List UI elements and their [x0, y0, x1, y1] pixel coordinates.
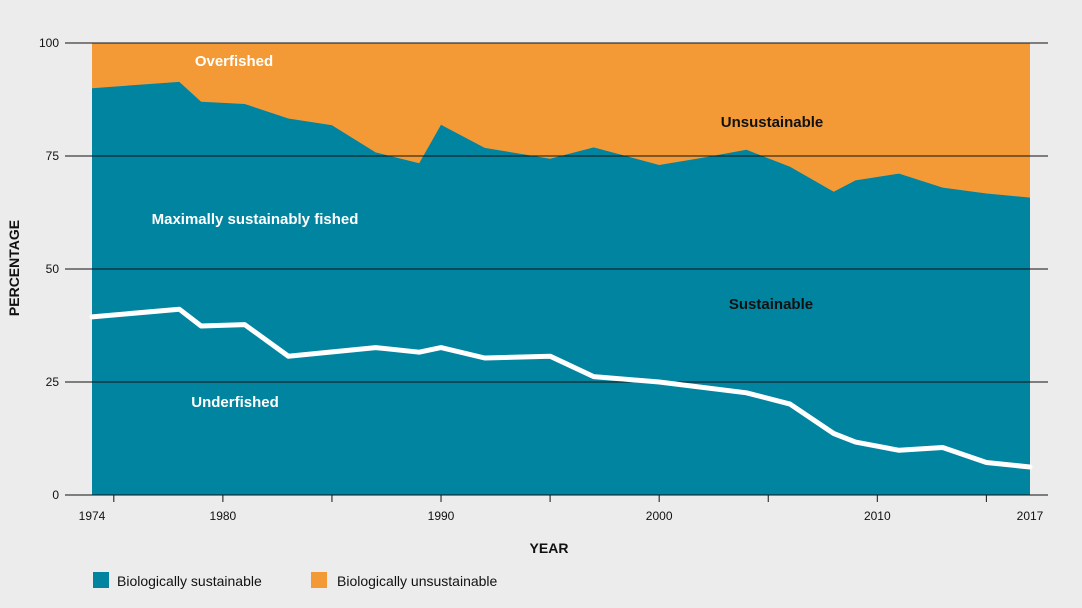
y-tick-label: 25	[46, 375, 60, 389]
legend-swatch-sustainable	[93, 572, 109, 588]
y-tick-label: 0	[52, 488, 59, 502]
annotation-unsustainable: Unsustainable	[721, 114, 824, 131]
x-tick-label: 1990	[428, 509, 455, 523]
x-tick-label: 2017	[1017, 509, 1044, 523]
underfished-line	[89, 306, 1033, 470]
annotation-sustainable: Sustainable	[729, 296, 813, 313]
annotation-maximally-sustainably-fished: Maximally sustainably fished	[152, 211, 359, 228]
x-tick-label: 1980	[210, 509, 237, 523]
x-tick-label: 2010	[864, 509, 891, 523]
x-axis-title: YEAR	[530, 540, 569, 556]
y-tick-label: 50	[46, 262, 60, 276]
grid-lines	[65, 42, 1048, 383]
legend-label-unsustainable: Biologically unsustainable	[337, 573, 498, 589]
y-axis-title: PERCENTAGE	[6, 220, 22, 316]
legend: Biologically sustainable Biologically un…	[93, 572, 498, 589]
y-tick-label: 100	[39, 36, 59, 50]
sustainable-area	[92, 81, 1030, 496]
annotation-overfished: Overfished	[195, 53, 273, 70]
annotation-underfished: Underfished	[191, 394, 279, 411]
legend-label-sustainable: Biologically sustainable	[117, 573, 262, 589]
y-tick-label: 75	[46, 149, 60, 163]
x-tick-label: 2000	[646, 509, 673, 523]
x-tick-label: 1974	[79, 509, 106, 523]
legend-swatch-unsustainable	[311, 572, 327, 588]
